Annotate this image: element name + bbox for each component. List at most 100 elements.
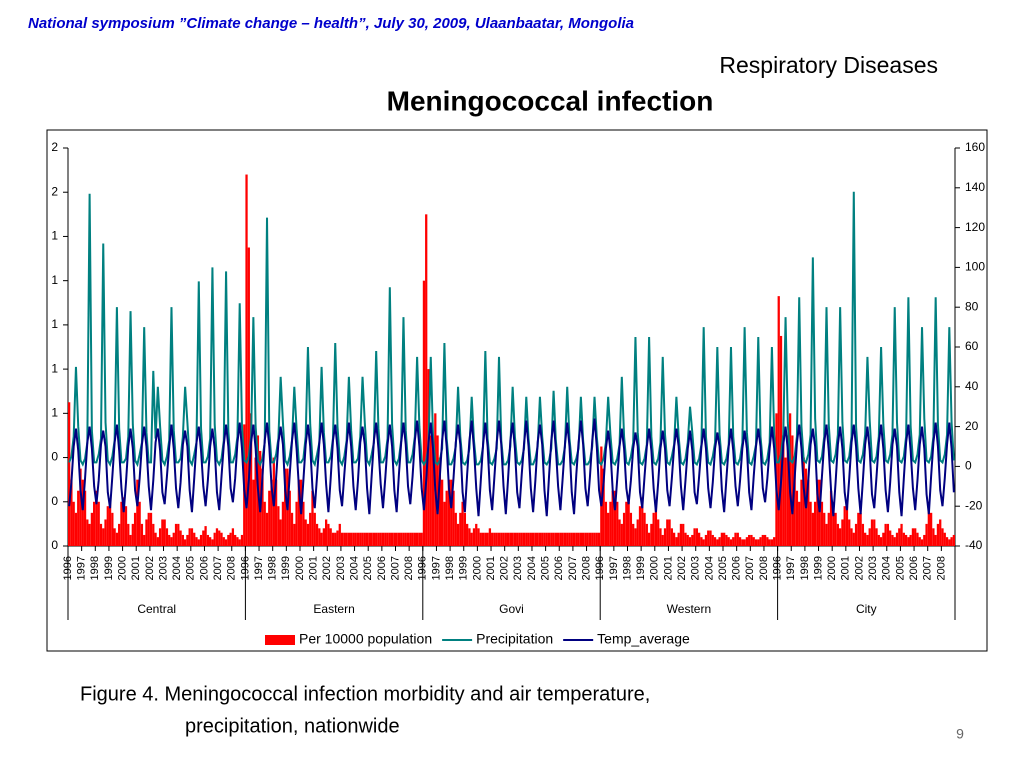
bar [99, 523, 103, 546]
bar [215, 528, 219, 546]
bar [347, 532, 351, 546]
bar [827, 512, 830, 546]
bar [595, 532, 598, 546]
x-tick-label: 2008 [758, 556, 770, 580]
bar [386, 532, 389, 546]
bar [779, 335, 783, 546]
bar [352, 532, 355, 546]
bar [479, 532, 482, 546]
bar [723, 532, 726, 546]
bar [588, 532, 592, 546]
bar [418, 532, 421, 546]
bar [904, 534, 908, 546]
bar [702, 539, 705, 546]
bar [586, 532, 589, 546]
x-tick-label: 1998 [444, 556, 456, 580]
x-tick-label: 2006 [908, 556, 920, 580]
bar [325, 519, 328, 546]
bar [941, 528, 944, 546]
y-tick-label: 1 [51, 406, 58, 420]
bar [365, 532, 369, 546]
bar [575, 532, 578, 546]
bar [818, 479, 821, 546]
y2-tick-label: -40 [965, 538, 983, 552]
bar [541, 532, 544, 546]
bar [318, 528, 321, 546]
bar [618, 519, 621, 546]
bar [768, 539, 771, 546]
bar [832, 501, 835, 546]
bar [402, 532, 405, 546]
x-tick-label: 2007 [389, 556, 401, 580]
bar [561, 532, 564, 546]
bar [179, 530, 182, 546]
bar [682, 523, 685, 546]
bar [443, 501, 446, 546]
bar [916, 532, 919, 546]
bar [738, 537, 742, 546]
bar [447, 479, 451, 546]
bar [659, 528, 662, 546]
bar [95, 490, 98, 546]
bar [650, 523, 653, 546]
bar [261, 468, 264, 546]
x-tick-label: 2003 [690, 556, 702, 580]
bar [909, 534, 912, 546]
bar [568, 532, 571, 546]
y2-tick-label: 0 [965, 459, 972, 473]
bar [93, 501, 96, 546]
bar [306, 523, 310, 546]
bar [877, 534, 880, 546]
bar [602, 468, 605, 546]
bar [791, 435, 794, 546]
bar [643, 512, 646, 546]
bar [861, 523, 865, 546]
bar [945, 537, 949, 546]
bar [274, 479, 278, 546]
group-label: City [856, 602, 877, 616]
bar [927, 501, 930, 546]
bar [932, 528, 935, 546]
bar [329, 528, 332, 546]
bar [829, 490, 833, 546]
bar [859, 512, 862, 546]
bar [666, 519, 669, 546]
bar [106, 506, 109, 546]
bar [670, 528, 673, 546]
bar [88, 523, 91, 546]
bar [311, 490, 314, 546]
bar [131, 523, 134, 546]
bar [545, 532, 548, 546]
bar [234, 534, 237, 546]
bar [622, 512, 626, 546]
bar [550, 532, 553, 546]
bar [638, 506, 642, 546]
bar [422, 280, 426, 546]
bar [613, 490, 617, 546]
bar [864, 532, 867, 546]
bar [566, 532, 569, 546]
bar [675, 537, 678, 546]
bar [174, 523, 178, 546]
bar [390, 532, 394, 546]
bar [552, 532, 555, 546]
bar [249, 413, 253, 546]
bar [240, 534, 244, 546]
y-tick-label: 0 [51, 538, 58, 552]
bar [509, 532, 512, 546]
bar [188, 528, 191, 546]
bar [334, 532, 337, 546]
bar [354, 532, 357, 546]
bar [934, 534, 937, 546]
bar [425, 214, 428, 547]
bar [943, 532, 946, 546]
bar [118, 523, 121, 546]
bar [445, 490, 448, 546]
bar [90, 512, 94, 546]
bar [204, 526, 207, 546]
bar [281, 501, 285, 546]
bar [245, 174, 248, 547]
x-tick-label: 2005 [185, 556, 197, 580]
bar [734, 532, 737, 546]
bar [202, 530, 205, 546]
